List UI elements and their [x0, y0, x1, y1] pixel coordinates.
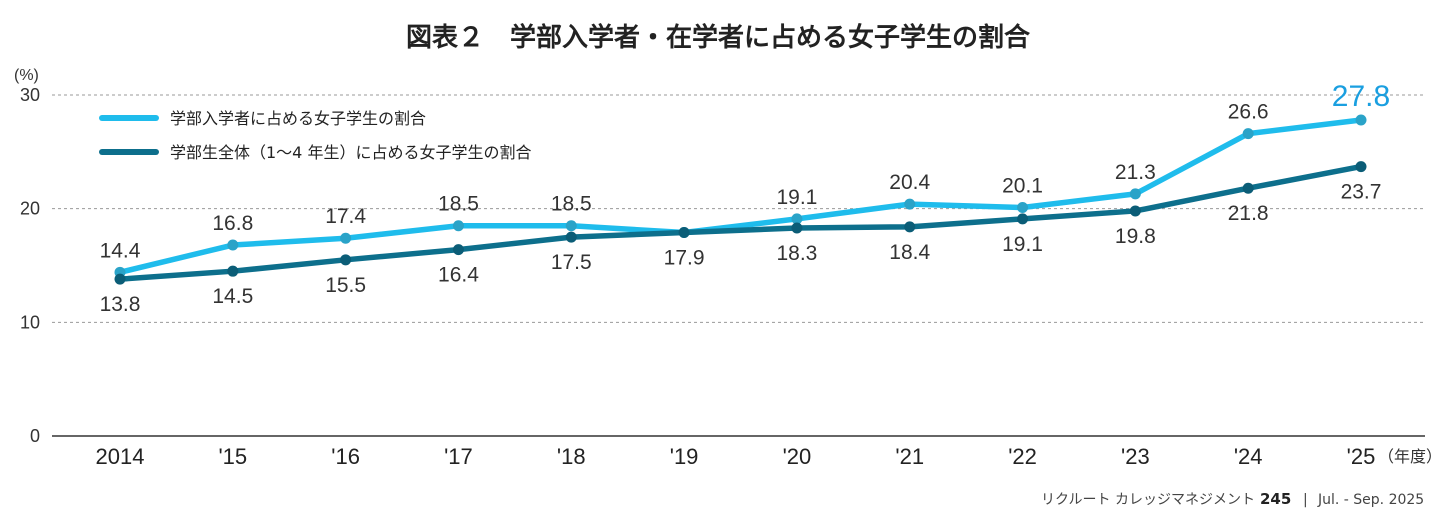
data-point	[1017, 202, 1029, 214]
footer-issue: 245	[1260, 490, 1291, 508]
series-2: 13.8 14.5 15.5 16.4 17.5 17.9 18.3 18.4 19.1 19.8…	[100, 161, 1382, 316]
footer-publication: リクルート カレッジマネジメント	[1041, 492, 1255, 508]
y-axis-unit: (%)	[14, 67, 39, 84]
data-point	[340, 254, 352, 266]
data-label: 19.1	[1002, 233, 1043, 256]
data-label: 17.4	[325, 205, 366, 228]
grid-lines	[52, 94, 1425, 437]
data-point	[340, 232, 352, 244]
data-point	[227, 239, 239, 251]
data-label: 19.1	[776, 186, 817, 209]
series-line	[117, 163, 1364, 282]
data-point	[1355, 114, 1367, 126]
x-tick-label: '20	[783, 444, 812, 469]
x-tick-label: '24	[1234, 444, 1263, 469]
data-label: 13.8	[100, 293, 141, 316]
x-axis-ticks: 2014 '15 '16 '17 '18 '19 '20 '21 '22 '23 '24 '25	[96, 444, 1376, 469]
y-tick-label: 20	[20, 199, 40, 219]
data-point	[791, 213, 803, 225]
data-point	[904, 221, 916, 233]
data-label: 17.9	[664, 247, 705, 270]
series-1: 14.4 16.8 17.4 18.5 18.5 19.1 20.4 20.1 21.3 26.6…	[100, 80, 1390, 278]
data-point	[227, 265, 239, 277]
data-point	[1355, 161, 1367, 173]
data-label: 15.5	[325, 274, 366, 297]
x-tick-label: '19	[670, 444, 699, 469]
x-tick-label: '21	[895, 444, 924, 469]
data-label: 19.8	[1115, 225, 1156, 248]
legend-label: 学部生全体（1～4 年生）に占める女子学生の割合	[170, 143, 531, 162]
data-point	[1017, 213, 1029, 225]
x-tick-label: '16	[331, 444, 360, 469]
y-tick-label: 10	[20, 312, 40, 332]
data-label: 20.4	[889, 171, 930, 194]
data-label: 20.1	[1002, 175, 1043, 198]
x-tick-label: '18	[557, 444, 586, 469]
x-axis-unit: （年度）	[1378, 448, 1442, 466]
data-point	[1129, 188, 1141, 200]
x-tick-label: '25	[1347, 444, 1376, 469]
footer-separator: |	[1303, 492, 1308, 508]
data-label: 18.3	[776, 242, 817, 265]
data-point	[1242, 128, 1254, 140]
data-label: 17.5	[551, 251, 592, 274]
data-label: 18.5	[551, 193, 592, 216]
x-tick-label: '17	[444, 444, 473, 469]
data-label: 26.6	[1228, 101, 1269, 124]
legend-label: 学部入学者に占める女子学生の割合	[170, 109, 426, 128]
data-point	[114, 273, 126, 285]
data-label: 16.8	[212, 212, 253, 235]
x-tick-label: '15	[218, 444, 247, 469]
series-group: 14.4 16.8 17.4 18.5 18.5 19.1 20.4 20.1 21.3 26.6…	[100, 80, 1391, 316]
data-point	[565, 220, 577, 232]
data-point	[1129, 205, 1141, 217]
data-label: 27.8	[1332, 80, 1390, 113]
y-tick-label: 30	[20, 85, 40, 105]
data-label: 18.4	[889, 241, 930, 264]
footer: リクルート カレッジマネジメント 245 | Jul. - Sep. 2025	[1041, 490, 1424, 508]
data-point	[791, 222, 803, 234]
data-label: 14.4	[100, 239, 141, 262]
x-tick-label: 2014	[96, 444, 145, 469]
data-point	[678, 227, 690, 239]
chart-title: 図表２ 学部入学者・在学者に占める女子学生の割合	[406, 22, 1031, 53]
data-label: 14.5	[212, 285, 253, 308]
x-tick-label: '23	[1121, 444, 1150, 469]
data-label: 21.8	[1228, 202, 1269, 225]
x-tick-label: '22	[1008, 444, 1037, 469]
data-point	[904, 198, 916, 210]
series-line	[117, 117, 1364, 276]
data-point	[452, 244, 464, 256]
data-point	[565, 231, 577, 243]
data-label: 21.3	[1115, 161, 1156, 184]
y-tick-label: 0	[30, 426, 40, 446]
data-label: 18.5	[438, 193, 479, 216]
data-label: 16.4	[438, 264, 479, 287]
data-label: 23.7	[1341, 181, 1382, 204]
y-axis-ticks: 0 10 20 30	[20, 85, 40, 446]
data-point	[452, 220, 464, 232]
footer-date: Jul. - Sep. 2025	[1317, 492, 1424, 508]
data-point	[1242, 182, 1254, 194]
